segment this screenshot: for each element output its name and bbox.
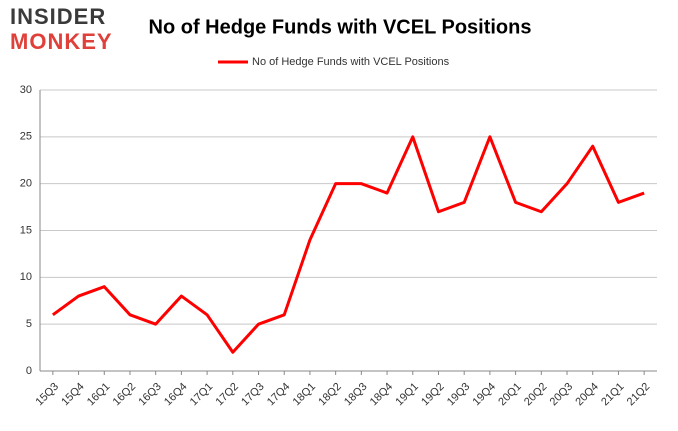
x-tick-label: 20Q3 bbox=[548, 381, 576, 409]
x-tick-label: 15Q4 bbox=[59, 381, 87, 409]
x-tick-label: 21Q1 bbox=[599, 381, 627, 409]
x-tick-label: 20Q2 bbox=[522, 381, 550, 409]
legend-label: No of Hedge Funds with VCEL Positions bbox=[252, 56, 450, 68]
y-tick-label: 30 bbox=[20, 84, 32, 96]
x-tick-label: 17Q3 bbox=[239, 381, 267, 409]
logo-top: INSIDER bbox=[10, 4, 106, 29]
x-tick-label: 17Q2 bbox=[213, 381, 241, 409]
x-tick-label: 19Q2 bbox=[419, 381, 447, 409]
x-tick-label: 16Q2 bbox=[111, 381, 139, 409]
x-tick-label: 17Q4 bbox=[265, 381, 293, 409]
x-tick-label: 19Q3 bbox=[445, 381, 473, 409]
chart-title: No of Hedge Funds with VCEL Positions bbox=[149, 16, 532, 38]
line-series bbox=[51, 135, 645, 354]
x-tick-label: 16Q3 bbox=[136, 381, 164, 409]
x-tick-label: 19Q4 bbox=[471, 381, 499, 409]
x-tick-label: 18Q4 bbox=[368, 381, 396, 409]
x-tick-label: 17Q1 bbox=[188, 381, 216, 409]
logo-bottom: MONKEY bbox=[10, 29, 113, 54]
x-tick-label: 20Q4 bbox=[573, 381, 601, 409]
x-tick-label: 21Q2 bbox=[625, 381, 653, 409]
x-tick-label: 18Q2 bbox=[316, 381, 344, 409]
x-tick-label: 15Q3 bbox=[34, 381, 62, 409]
y-tick-label: 0 bbox=[26, 365, 32, 377]
y-tick-label: 20 bbox=[20, 178, 32, 190]
x-tick-label: 16Q1 bbox=[85, 381, 113, 409]
x-tick-label: 18Q1 bbox=[291, 381, 319, 409]
x-tick-label: 16Q4 bbox=[162, 381, 190, 409]
y-tick-label: 10 bbox=[20, 271, 32, 283]
x-tick-label: 18Q3 bbox=[342, 381, 370, 409]
y-tick-label: 15 bbox=[20, 224, 32, 236]
y-tick-label: 25 bbox=[20, 131, 32, 143]
x-tick-label: 19Q1 bbox=[393, 381, 421, 409]
x-tick-label: 20Q1 bbox=[496, 381, 524, 409]
y-tick-label: 5 bbox=[26, 318, 32, 330]
